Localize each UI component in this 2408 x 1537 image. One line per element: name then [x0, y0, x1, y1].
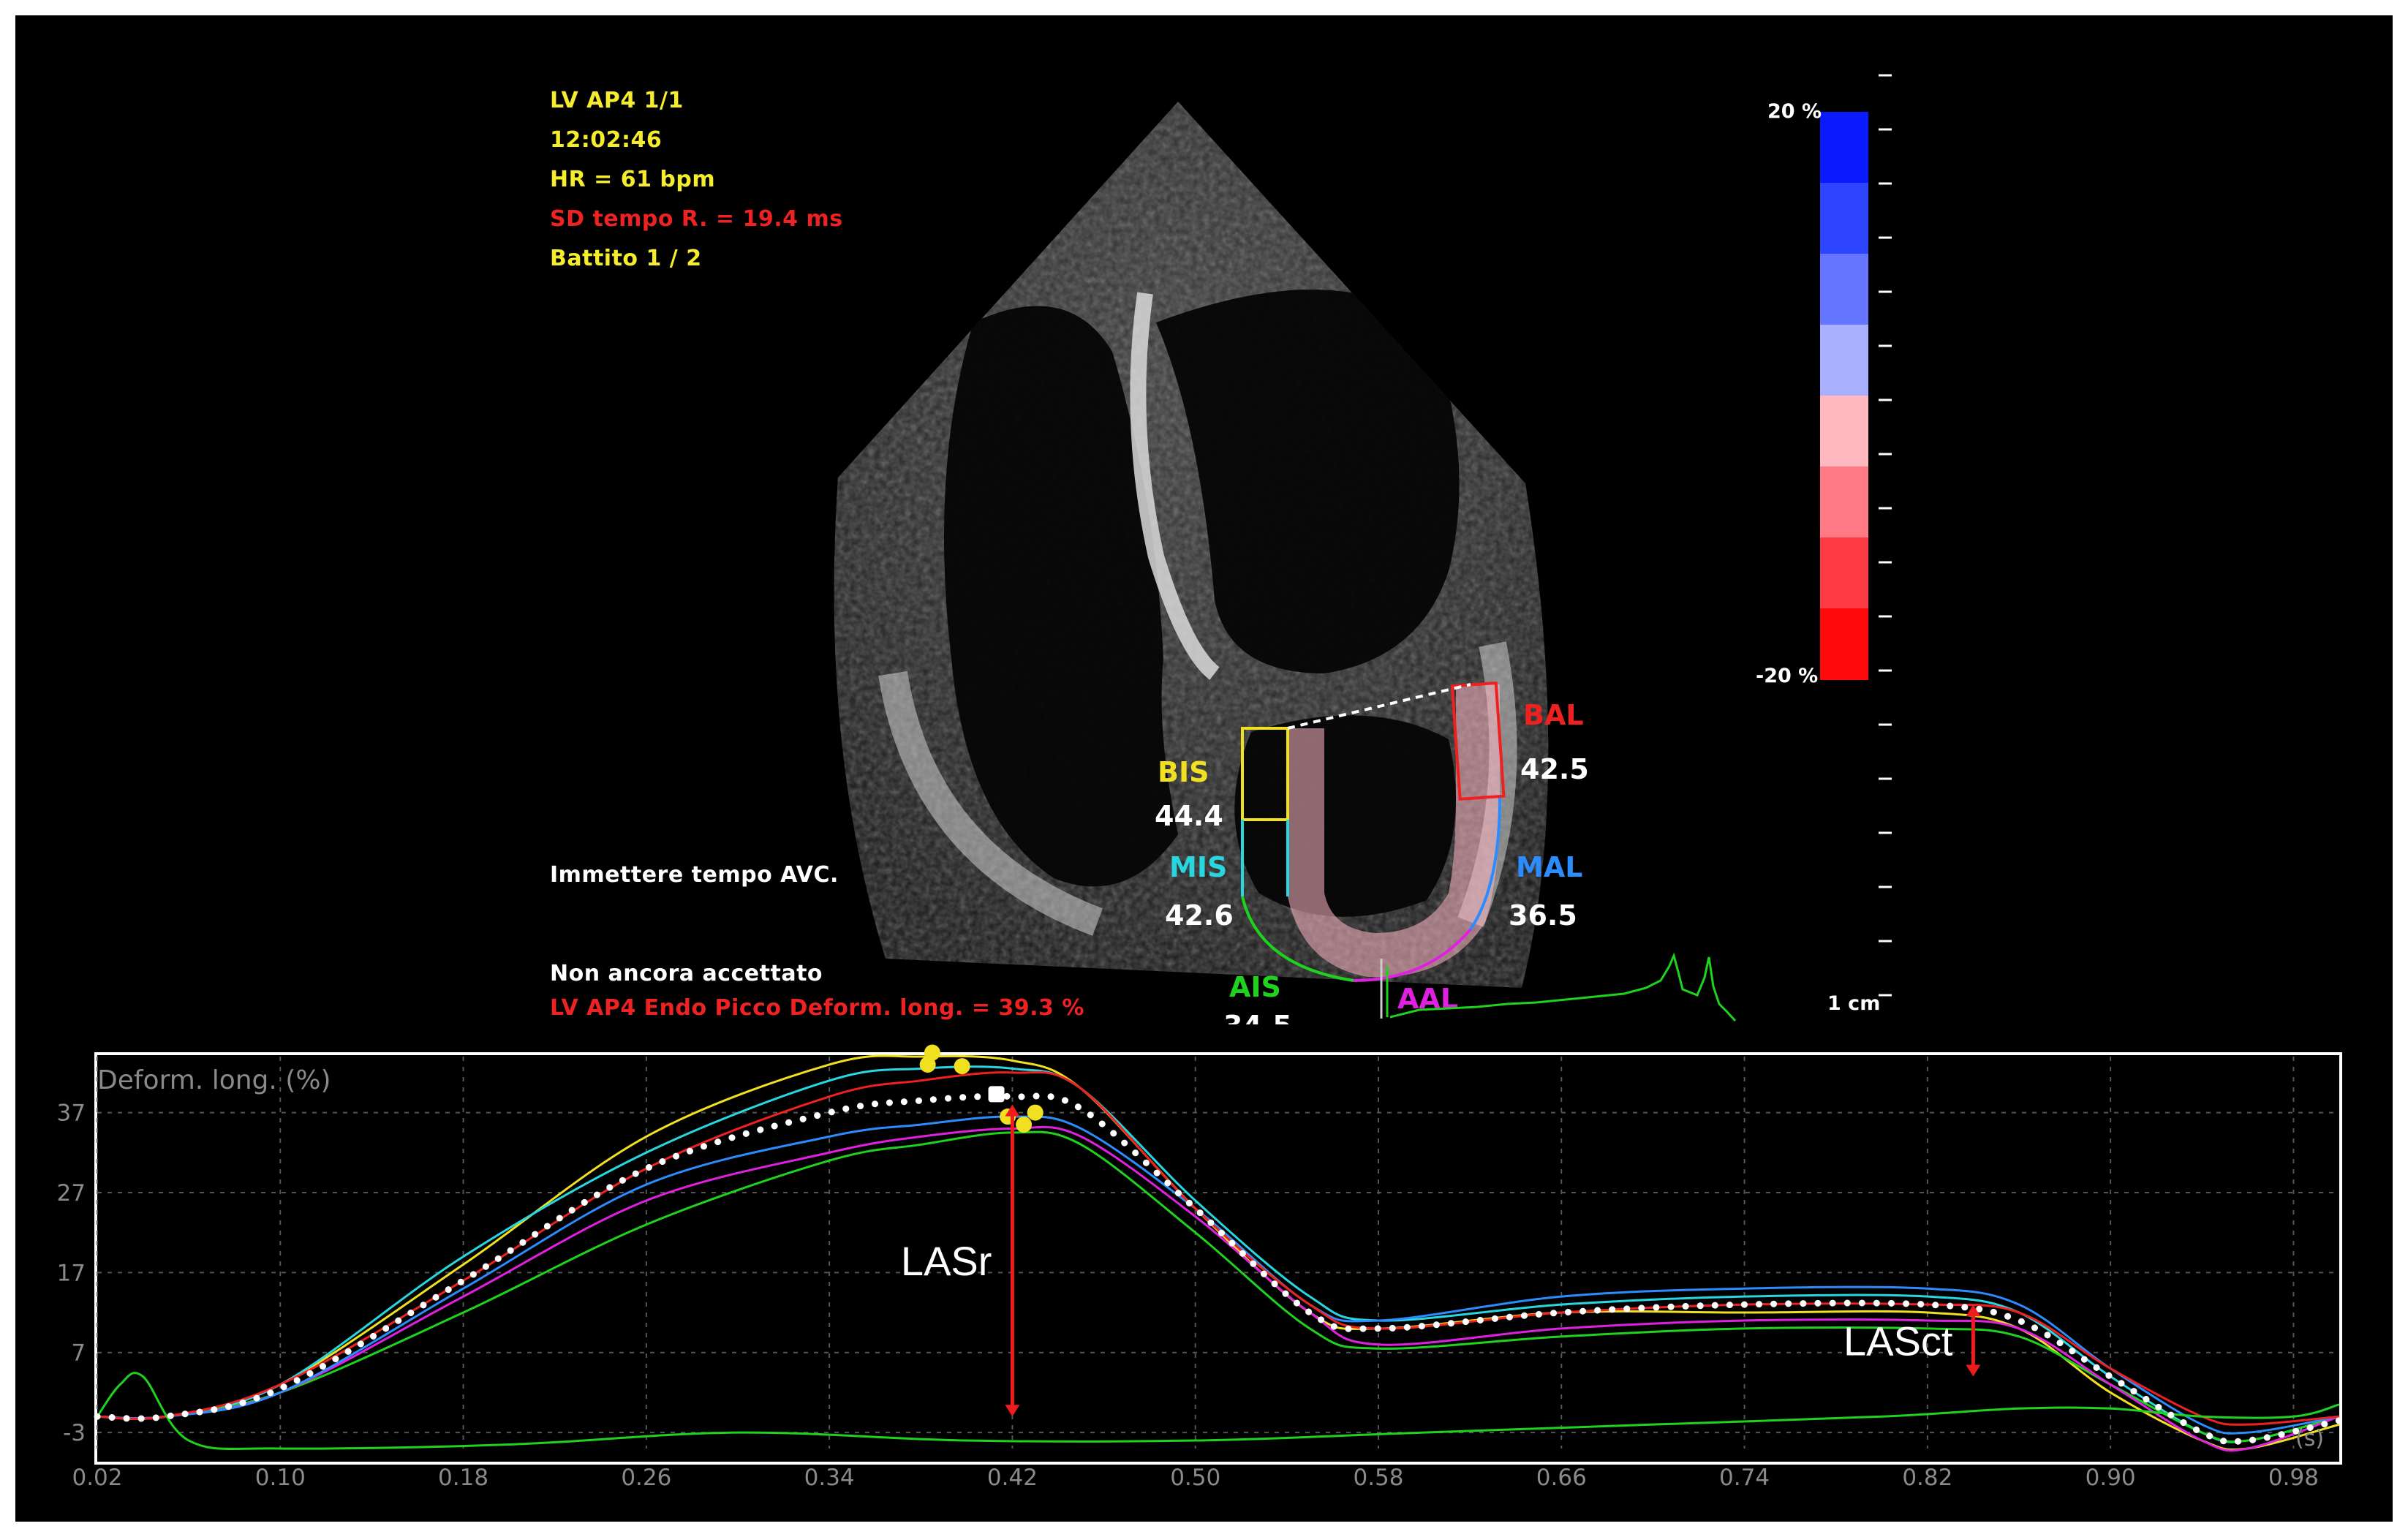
x-tick-label: 0.34 — [804, 1465, 855, 1491]
y-tick-label: 27 — [57, 1180, 86, 1206]
x-tick-label: 0.02 — [72, 1465, 122, 1491]
view-label: LV AP4 1/1 — [550, 88, 684, 113]
y-tick-label: 37 — [57, 1100, 86, 1127]
scale-band — [1820, 254, 1868, 325]
segment-value-mal: 36.5 — [1509, 899, 1577, 932]
avc-prompt[interactable]: Immettere tempo AVC. — [550, 862, 839, 888]
scale-band — [1820, 537, 1868, 609]
scale-distance-label: 1 cm — [1827, 992, 1880, 1015]
heart-rate: HR = 61 bpm — [550, 167, 716, 192]
x-tick-label: 0.50 — [1170, 1465, 1220, 1491]
annotation-arrowhead-bottom — [1966, 1364, 1981, 1377]
segment-label-mis: MIS — [1169, 851, 1227, 883]
strain-color-scale — [1820, 74, 1892, 997]
scale-band — [1820, 183, 1868, 254]
y-tick-label: 7 — [71, 1340, 86, 1367]
segment-peak-marker[interactable] — [924, 1044, 940, 1061]
x-tick-label: 0.42 — [987, 1465, 1038, 1491]
strain-curve-mis — [97, 1065, 2340, 1443]
segment-label-bis: BIS — [1158, 756, 1209, 788]
sd-time-readout: SD tempo R. = 19.4 ms — [550, 206, 843, 232]
strain-roi — [1241, 681, 1506, 982]
strain-curve-mal — [97, 1115, 2340, 1435]
x-tick-label: 0.82 — [1902, 1465, 1952, 1491]
chart-title: Deform. long. (%) — [97, 1065, 331, 1095]
annotation-arrowhead-top — [1005, 1104, 1020, 1117]
chart-ticks: 0.02 0.10 0.18 0.26 0.34 0.42 0.50 0.58 0.66 0.74… — [57, 1100, 2319, 1491]
segment-peak-marker[interactable] — [1016, 1116, 1033, 1133]
segment-label-bal: BAL — [1523, 699, 1584, 731]
annotation-arrowhead-bottom — [1005, 1405, 1020, 1417]
strain-curve-ais — [97, 1130, 2340, 1443]
scale-band — [1820, 325, 1868, 396]
chart-grid — [97, 1057, 2339, 1449]
segment-peak-marker[interactable] — [1027, 1104, 1043, 1121]
chart-series — [96, 1054, 2340, 1452]
peak-strain-readout: LV AP4 Endo Picco Deform. long. = 39.3 % — [550, 995, 1084, 1021]
x-tick-label: 0.26 — [621, 1465, 671, 1491]
segment-peak-marker[interactable] — [919, 1056, 936, 1073]
average-peak-marker[interactable] — [988, 1086, 1005, 1103]
segment-peak-marker[interactable] — [954, 1058, 970, 1075]
x-tick-label: 0.18 — [438, 1465, 488, 1491]
strain-curve-bis — [97, 1054, 2340, 1451]
echo-screen: BIS 44.4 MIS 42.6 AIS 34.5 AAL MAL 36.5 … — [15, 15, 2393, 1522]
echo-image-view: BIS 44.4 MIS 42.6 AIS 34.5 AAL MAL 36.5 … — [834, 74, 1892, 1024]
x-tick-label: 0.66 — [1536, 1465, 1587, 1491]
annotation-label-lasct: LASct — [1843, 1318, 1953, 1364]
scale-top-label: 20 % — [1767, 100, 1822, 123]
scale-band — [1820, 467, 1868, 538]
chart-frame — [94, 1052, 2342, 1465]
acceptance-status: Non ancora accettato — [550, 961, 823, 986]
strain-curve-aal — [97, 1125, 2340, 1452]
x-tick-label: 0.90 — [2086, 1465, 2136, 1491]
segment-label-ais: AIS — [1229, 971, 1281, 1003]
x-tick-label: 0.98 — [2268, 1465, 2319, 1491]
segment-peak-marker[interactable] — [1000, 1109, 1016, 1125]
ecg-trace — [1389, 952, 1737, 1022]
y-tick-label: 17 — [57, 1260, 86, 1286]
strain-curve-bal — [97, 1070, 2340, 1426]
segment-label-mal: MAL — [1516, 851, 1582, 883]
x-tick-label: 0.58 — [1353, 1465, 1403, 1491]
average-curve — [94, 1092, 2343, 1446]
peak-markers — [919, 1044, 1043, 1133]
segment-value-bis: 44.4 — [1155, 800, 1223, 832]
x-unit-label: (s) — [2295, 1426, 2324, 1451]
y-tick-label: -3 — [63, 1420, 86, 1446]
scale-band — [1820, 112, 1868, 184]
segment-value-mis: 42.6 — [1165, 899, 1234, 932]
x-tick-label: 0.10 — [255, 1465, 306, 1491]
segment-value-bal: 42.5 — [1520, 753, 1589, 785]
clock-time: 12:02:46 — [550, 127, 663, 153]
beat-counter: Battito 1 / 2 — [550, 246, 702, 271]
scale-band — [1820, 396, 1868, 467]
scale-band — [1820, 608, 1868, 680]
strain-curve-ecg — [96, 1372, 2340, 1450]
annotation-label-lasr: LASr — [901, 1238, 992, 1284]
average-strain-curve — [94, 1092, 2343, 1446]
x-tick-label: 0.74 — [1719, 1465, 1770, 1491]
annotation-arrowhead-top — [1966, 1304, 1981, 1317]
strain-annotations: LASr LASct — [901, 1104, 1981, 1417]
segment-value-ais: 34.5 — [1223, 1010, 1292, 1024]
scale-bottom-label: -20 % — [1756, 665, 1818, 687]
